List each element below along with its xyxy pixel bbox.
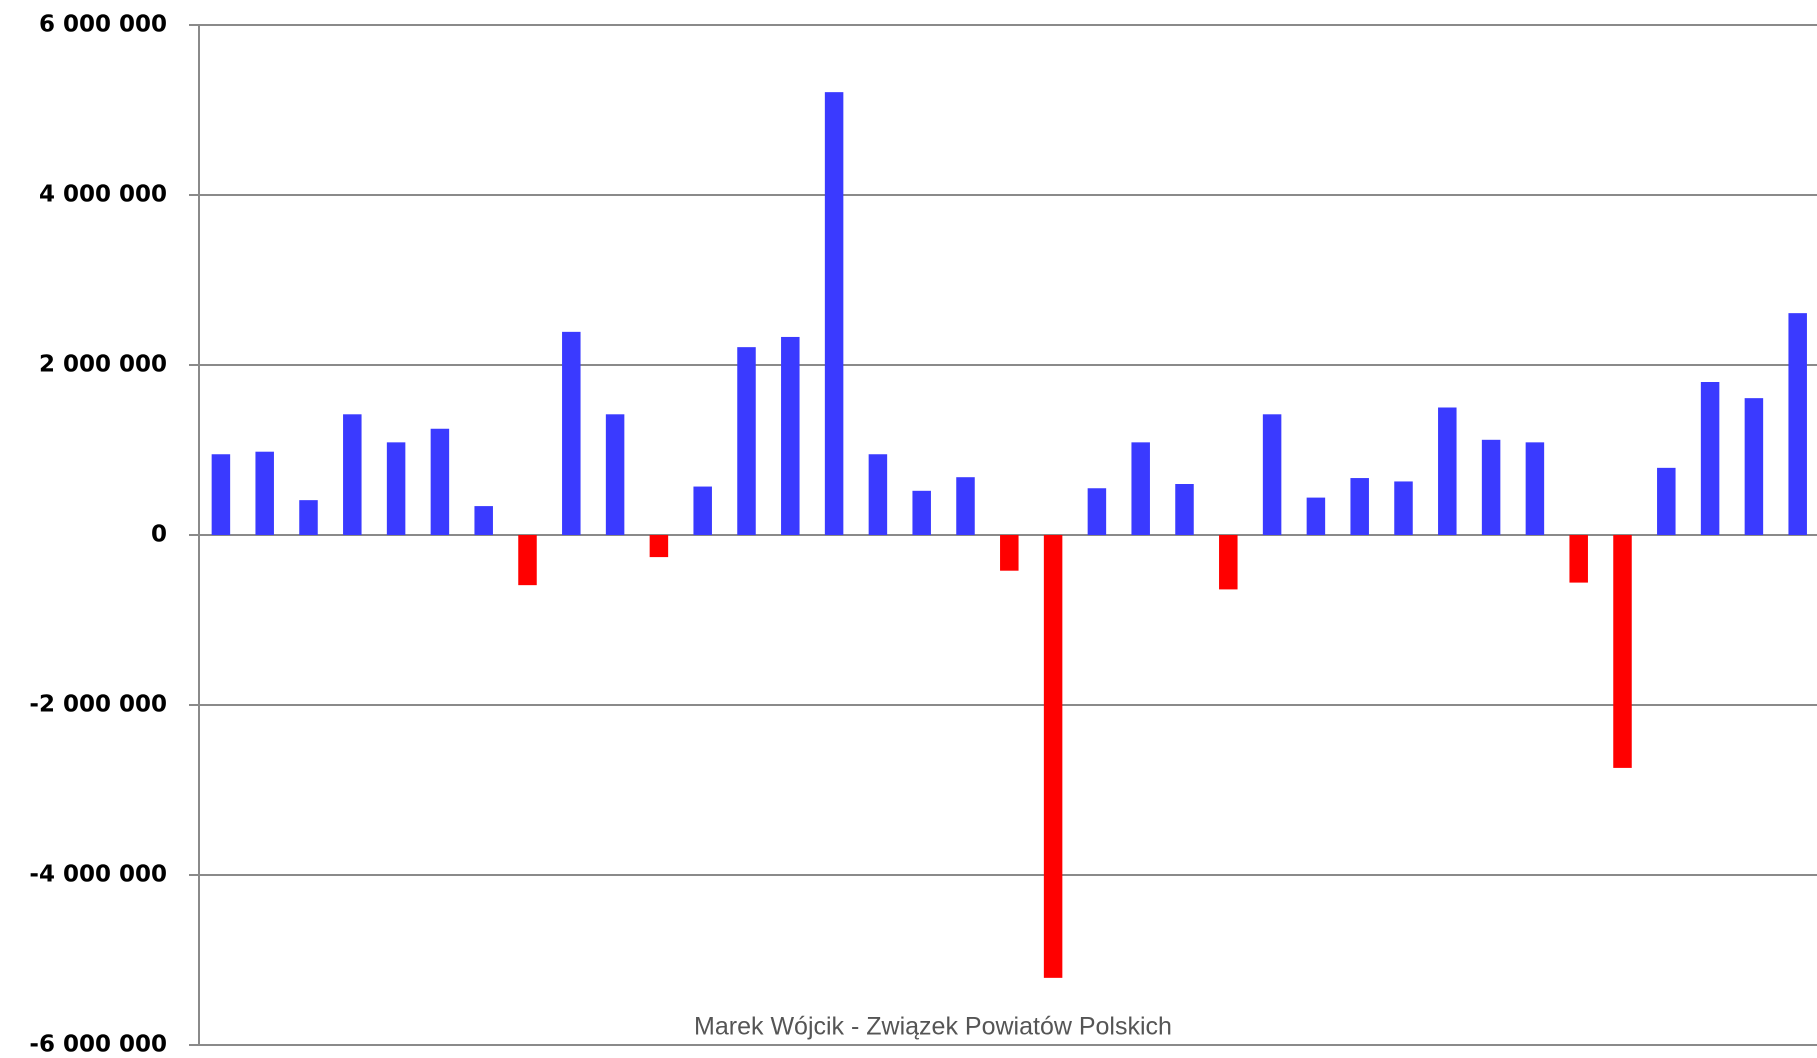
bar [1000, 535, 1019, 571]
bar [1175, 484, 1194, 535]
bar [1131, 442, 1150, 535]
bar [1350, 478, 1369, 535]
y-tick-label: 6 000 000 [39, 12, 167, 38]
bar [1700, 382, 1720, 535]
bar [1613, 535, 1632, 768]
bar [956, 477, 975, 535]
bar [1744, 398, 1764, 535]
bar [1657, 467, 1676, 535]
bar [1788, 313, 1807, 535]
bar [781, 336, 800, 535]
y-tick-label: 4 000 000 [39, 182, 167, 208]
bar [605, 414, 625, 535]
bar [737, 347, 756, 535]
bar [211, 454, 231, 535]
y-tick-label: 0 [151, 522, 167, 548]
bar [343, 414, 362, 535]
bar [299, 500, 318, 535]
bar [1525, 442, 1545, 535]
bar [1306, 497, 1326, 535]
bar [518, 535, 537, 586]
bar [430, 428, 450, 535]
y-tick-label: 2 000 000 [39, 352, 167, 378]
bar [1219, 535, 1238, 590]
bar [1481, 439, 1501, 535]
bar [868, 454, 888, 535]
bar [1569, 535, 1588, 583]
bar [386, 442, 406, 535]
bar [1438, 407, 1457, 535]
bar [912, 490, 931, 535]
bar [1087, 488, 1107, 535]
bar [1394, 481, 1413, 535]
bar [693, 486, 712, 535]
bar [649, 535, 669, 558]
footer: Marek Wójcik - Związek Powiatów Polskich [694, 1013, 1172, 1041]
bar [1262, 414, 1282, 535]
y-tick-label: -6 000 000 [29, 1032, 167, 1058]
bar [255, 451, 274, 535]
y-tick-label: -4 000 000 [29, 862, 167, 888]
y-tick-label: -2 000 000 [29, 692, 167, 718]
bar [474, 506, 493, 535]
bar [1043, 535, 1063, 978]
bar [824, 92, 844, 536]
bar [562, 331, 581, 535]
